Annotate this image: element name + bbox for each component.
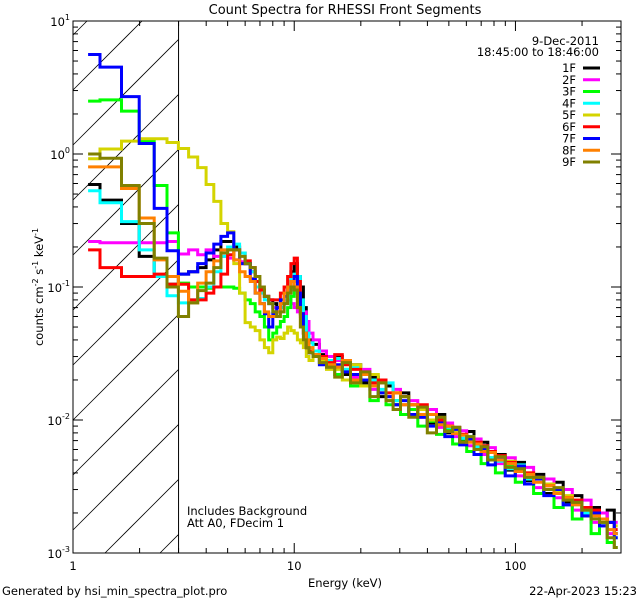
series-group — [88, 53, 618, 549]
legend-label-4F: 4F — [562, 96, 576, 110]
y-tick-label: 101 — [50, 13, 70, 29]
annotation-attenuator: Att A0, FDecim 1 — [187, 516, 284, 530]
y-tick-label: 10-1 — [47, 279, 70, 295]
y-tick-exponent: 0 — [65, 146, 70, 155]
annotation-background: Includes Background — [187, 504, 307, 518]
y-tick-exponent: -1 — [62, 279, 70, 288]
y-label-text: counts cm — [32, 286, 46, 346]
y-label-exponent: -2 — [31, 278, 40, 286]
legend: 9-Dec-2011 18:45:00 to 18:46:00 1F2F3F4F… — [477, 34, 600, 169]
legend-label-9F: 9F — [562, 155, 576, 169]
legend-label-5F: 5F — [562, 108, 576, 122]
y-tick-base: 10 — [47, 414, 62, 428]
y-tick-label: 10-2 — [47, 412, 70, 428]
excluded-region-hatch — [72, 20, 179, 554]
legend-label-2F: 2F — [562, 73, 576, 87]
y-label-exponent: -1 — [31, 228, 40, 236]
hatch-line — [159, 534, 179, 554]
y-tick-base: 10 — [50, 15, 65, 29]
hatch-line — [72, 424, 179, 531]
y-tick-label: 10-3 — [47, 545, 70, 561]
hatch-line — [72, 94, 179, 201]
y-axis-label: counts cm-2 s-1 keV-1 — [31, 228, 46, 346]
chart-title: Count Spectra for RHESSI Front Segments — [209, 3, 482, 18]
y-tick-base: 10 — [47, 547, 62, 561]
legend-label-1F: 1F — [562, 61, 576, 75]
x-tick-label: 100 — [504, 559, 526, 573]
legend-label-7F: 7F — [562, 132, 576, 146]
hatch-line — [72, 39, 179, 146]
x-tick-label: 10 — [287, 559, 302, 573]
legend-time-range: 18:45:00 to 18:46:00 — [477, 45, 599, 59]
y-label-exponent: -1 — [31, 261, 40, 269]
footer-timestamp: 22-Apr-2023 15:23 — [529, 584, 637, 598]
y-label-text: keV — [32, 236, 46, 261]
axis-ticks — [72, 21, 622, 554]
y-label-text: s — [32, 269, 46, 279]
hatch-line — [104, 479, 179, 554]
y-tick-base: 10 — [50, 148, 65, 162]
hatch-line — [72, 20, 88, 36]
series-9F — [88, 152, 618, 549]
y-tick-exponent: -2 — [62, 412, 70, 421]
y-tick-exponent: 1 — [65, 13, 70, 22]
legend-label-3F: 3F — [562, 85, 576, 99]
legend-label-6F: 6F — [562, 120, 576, 134]
hatch-line — [72, 20, 143, 91]
legend-date: 9-Dec-2011 — [532, 34, 599, 48]
y-tick-base: 10 — [47, 281, 62, 295]
footer-generated-by: Generated by hsi_min_spectra_plot.pro — [2, 584, 227, 598]
hatch-line — [72, 314, 179, 421]
legend-label-8F: 8F — [562, 143, 576, 157]
y-tick-label: 100 — [50, 146, 70, 162]
x-axis-label: Energy (keV) — [308, 576, 382, 590]
y-tick-exponent: -3 — [62, 545, 70, 554]
hatch-line — [72, 369, 179, 476]
x-tick-label: 1 — [69, 559, 76, 573]
hatch-line — [72, 204, 179, 311]
hatch-line — [72, 149, 179, 256]
